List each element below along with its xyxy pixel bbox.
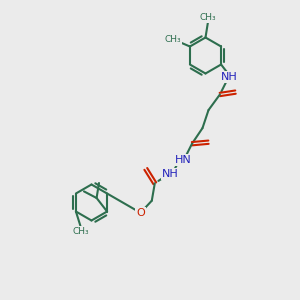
Text: CH₃: CH₃ [73, 226, 90, 236]
Text: CH₃: CH₃ [200, 14, 216, 22]
Text: NH: NH [162, 169, 179, 179]
Text: NH: NH [221, 72, 238, 82]
Text: O: O [136, 208, 145, 218]
Text: CH₃: CH₃ [164, 35, 181, 44]
Text: HN: HN [175, 155, 191, 165]
